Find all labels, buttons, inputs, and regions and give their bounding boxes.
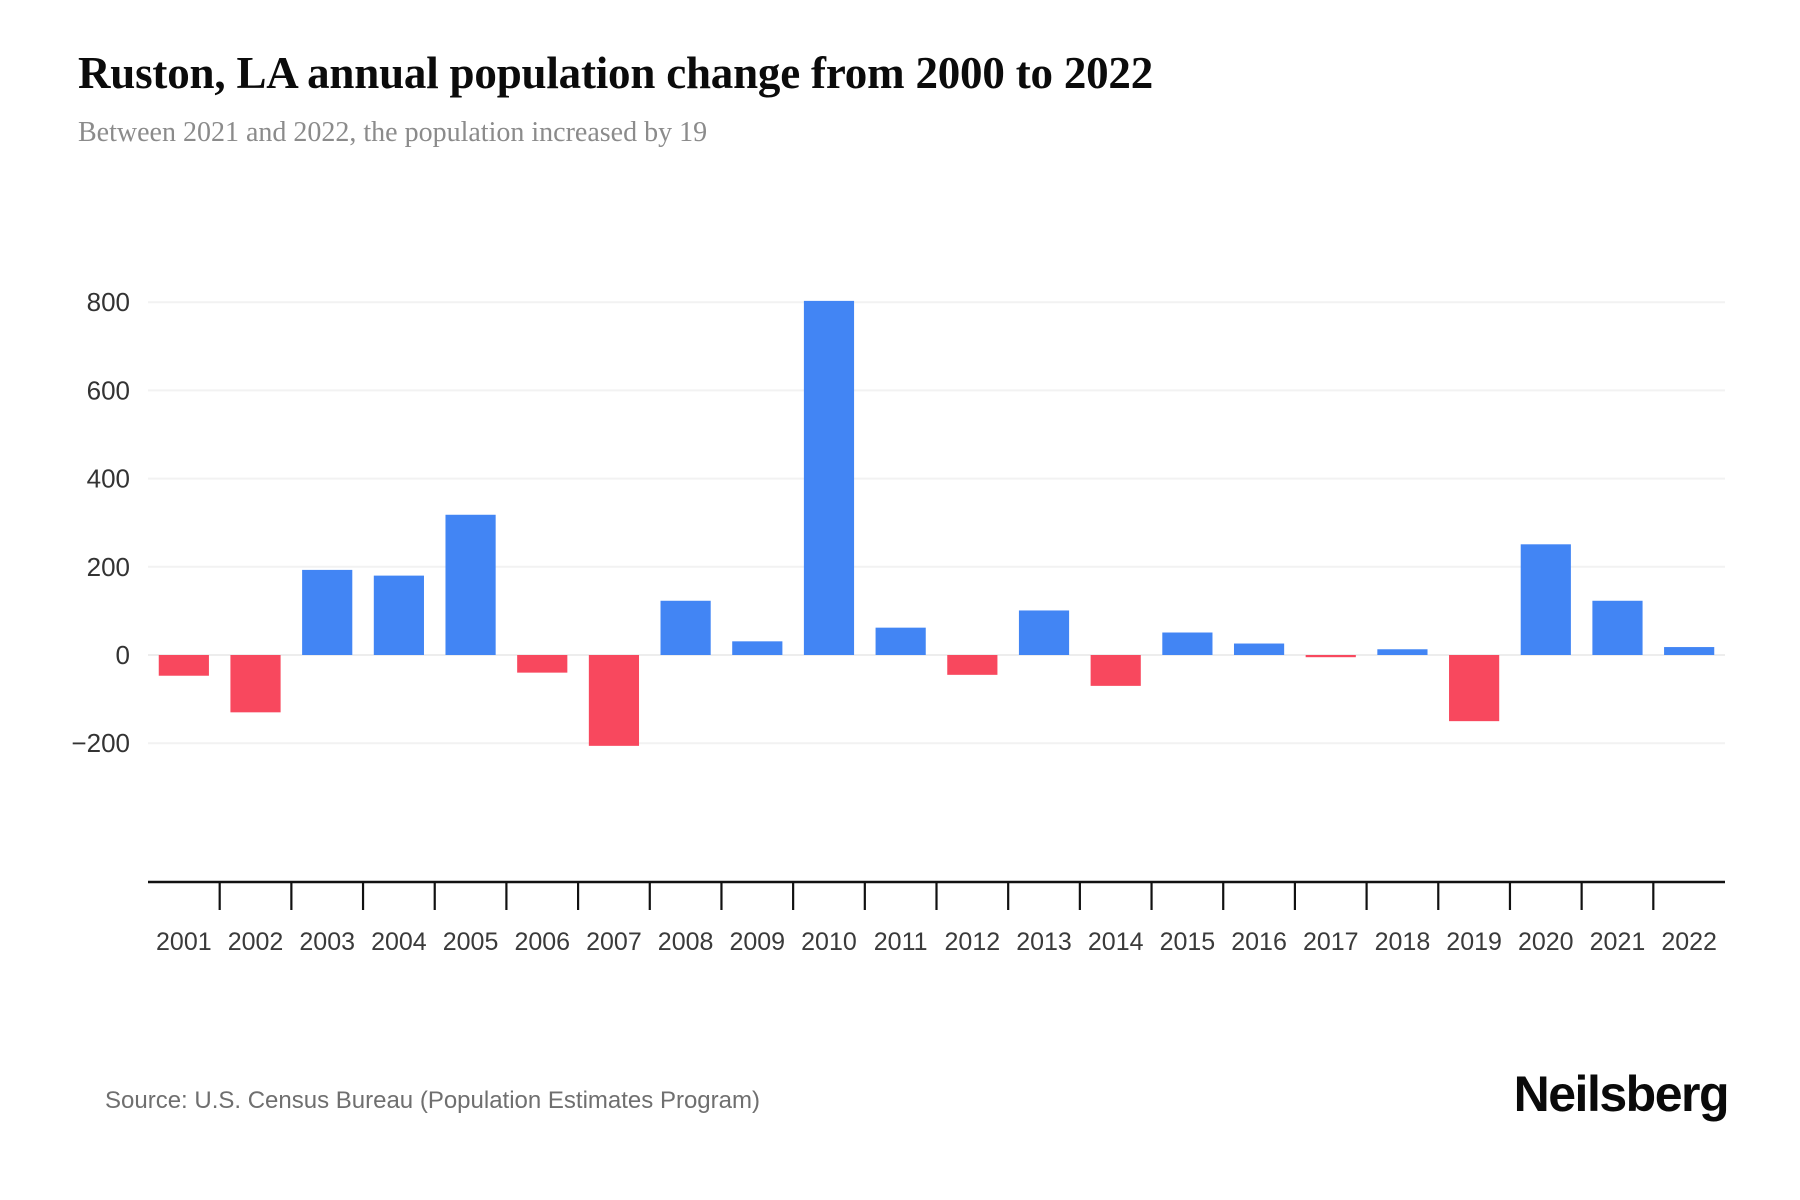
x-axis-tick-label: 2005 [443,928,499,956]
x-axis-tick-label: 2001 [156,928,212,956]
x-axis-tick-label: 2002 [228,928,284,956]
bar-2008 [660,600,711,655]
y-axis-tick-label: 600 [87,375,130,405]
chart-header: Ruston, LA annual population change from… [78,48,1728,150]
x-axis-tick-label: 2014 [1088,928,1144,956]
bar-2016 [1233,643,1285,655]
x-axis-tick-label: 2012 [945,928,1001,956]
bar-2019 [1449,655,1500,722]
bar-2022 [1664,647,1715,655]
y-axis-tick-label: 0 [116,640,130,670]
bar-2001 [158,655,209,676]
bar-2010 [803,300,855,655]
x-axis-tick-label: 2013 [1016,928,1072,956]
bar-2017 [1305,655,1356,658]
bar-2005 [445,514,496,655]
bar-2020 [1520,544,1571,655]
x-axis-tick-label: 2020 [1518,928,1574,956]
x-axis-tick-label: 2009 [729,928,785,956]
x-axis-tick-label: 2015 [1160,928,1216,956]
x-axis-tick-label: 2008 [658,928,714,956]
page-title: Ruston, LA annual population change from… [78,48,1154,98]
bar-2003 [302,569,353,655]
bar-2013 [1018,610,1070,655]
bar-2021 [1592,600,1643,655]
x-axis-tick-label: 2021 [1590,928,1646,956]
y-axis-labels: 800 600 400 200 0 −200 [71,287,130,758]
y-axis-tick-label: 200 [87,552,130,582]
bar-2014 [1090,655,1141,686]
x-axis-tick-label: 2011 [874,928,928,956]
bar-2012 [947,655,998,675]
x-axis-tick-label: 2016 [1231,928,1287,956]
x-axis-tick-label: 2004 [371,928,427,956]
y-axis-tick-label: 400 [87,464,130,494]
bar-2011 [875,627,926,655]
x-axis-tick-label: 2018 [1375,928,1431,956]
bar-2015 [1162,632,1213,655]
bar-2009 [732,641,783,655]
source-note: Source: U.S. Census Bureau (Population E… [105,1087,760,1114]
chart-subtitle: Between 2021 and 2022, the population in… [78,117,708,149]
x-axis-tick-label: 2003 [299,928,355,956]
x-axis-tick-label: 2017 [1303,928,1359,956]
brand-logo: Neilsberg [1513,1066,1730,1122]
bars [158,300,1715,746]
bar-2004 [373,575,424,655]
x-axis [148,880,1725,910]
bar-2002 [230,655,281,713]
bar-2018 [1377,649,1428,655]
y-axis-tick-label: −200 [71,728,130,758]
x-axis-tick-label: 2006 [514,928,570,956]
y-axis-tick-label: 800 [87,287,130,317]
bar-2006 [517,655,568,673]
x-axis-tick-label: 2007 [586,928,642,956]
x-axis-labels: 2001 2002 2003 2004 2005 2006 2007 2008 2009 2010… [156,928,1717,956]
x-axis-tick-label: 2010 [801,928,857,956]
x-axis-tick-label: 2022 [1661,928,1717,956]
bar-2007 [588,655,640,746]
x-axis-tick-label: 2019 [1446,928,1502,956]
